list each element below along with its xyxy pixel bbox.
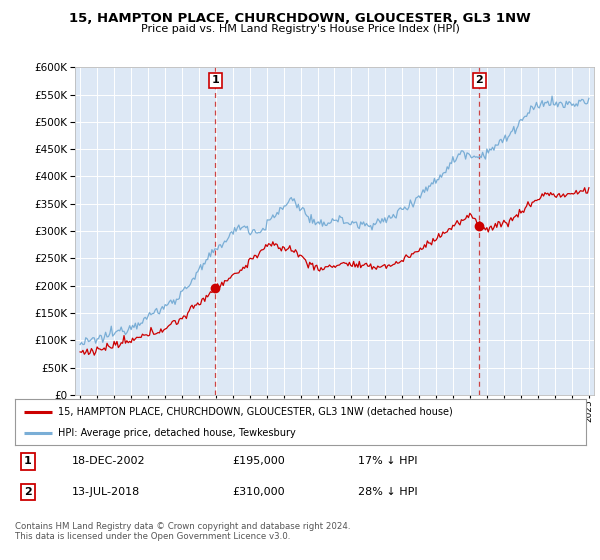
Text: £310,000: £310,000 — [232, 487, 284, 497]
Text: HPI: Average price, detached house, Tewkesbury: HPI: Average price, detached house, Tewk… — [58, 428, 296, 438]
Text: 2: 2 — [23, 487, 31, 497]
Text: This data is licensed under the Open Government Licence v3.0.: This data is licensed under the Open Gov… — [15, 532, 290, 541]
Text: 15, HAMPTON PLACE, CHURCHDOWN, GLOUCESTER, GL3 1NW (detached house): 15, HAMPTON PLACE, CHURCHDOWN, GLOUCESTE… — [58, 407, 452, 417]
Text: 17% ↓ HPI: 17% ↓ HPI — [358, 456, 417, 466]
Text: Contains HM Land Registry data © Crown copyright and database right 2024.: Contains HM Land Registry data © Crown c… — [15, 522, 350, 531]
Text: 2: 2 — [475, 76, 483, 85]
Text: 18-DEC-2002: 18-DEC-2002 — [72, 456, 146, 466]
Text: 13-JUL-2018: 13-JUL-2018 — [72, 487, 140, 497]
Text: 15, HAMPTON PLACE, CHURCHDOWN, GLOUCESTER, GL3 1NW: 15, HAMPTON PLACE, CHURCHDOWN, GLOUCESTE… — [69, 12, 531, 25]
Text: 1: 1 — [23, 456, 31, 466]
Text: Price paid vs. HM Land Registry's House Price Index (HPI): Price paid vs. HM Land Registry's House … — [140, 24, 460, 34]
Text: £195,000: £195,000 — [232, 456, 285, 466]
Text: 1: 1 — [211, 76, 219, 85]
Text: 28% ↓ HPI: 28% ↓ HPI — [358, 487, 418, 497]
